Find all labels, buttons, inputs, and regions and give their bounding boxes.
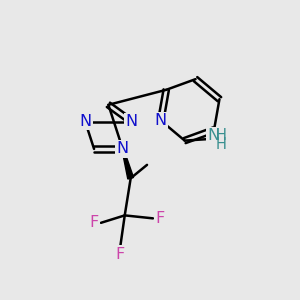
Text: N: N [155, 113, 167, 128]
Text: N: N [117, 141, 129, 156]
Text: F: F [155, 211, 164, 226]
Text: N: N [79, 114, 91, 129]
Text: F: F [116, 247, 125, 262]
Polygon shape [122, 149, 134, 179]
Text: H: H [216, 128, 227, 143]
Text: N: N [207, 128, 219, 143]
Text: N: N [125, 114, 138, 129]
Text: F: F [90, 215, 99, 230]
Text: H: H [216, 137, 227, 152]
